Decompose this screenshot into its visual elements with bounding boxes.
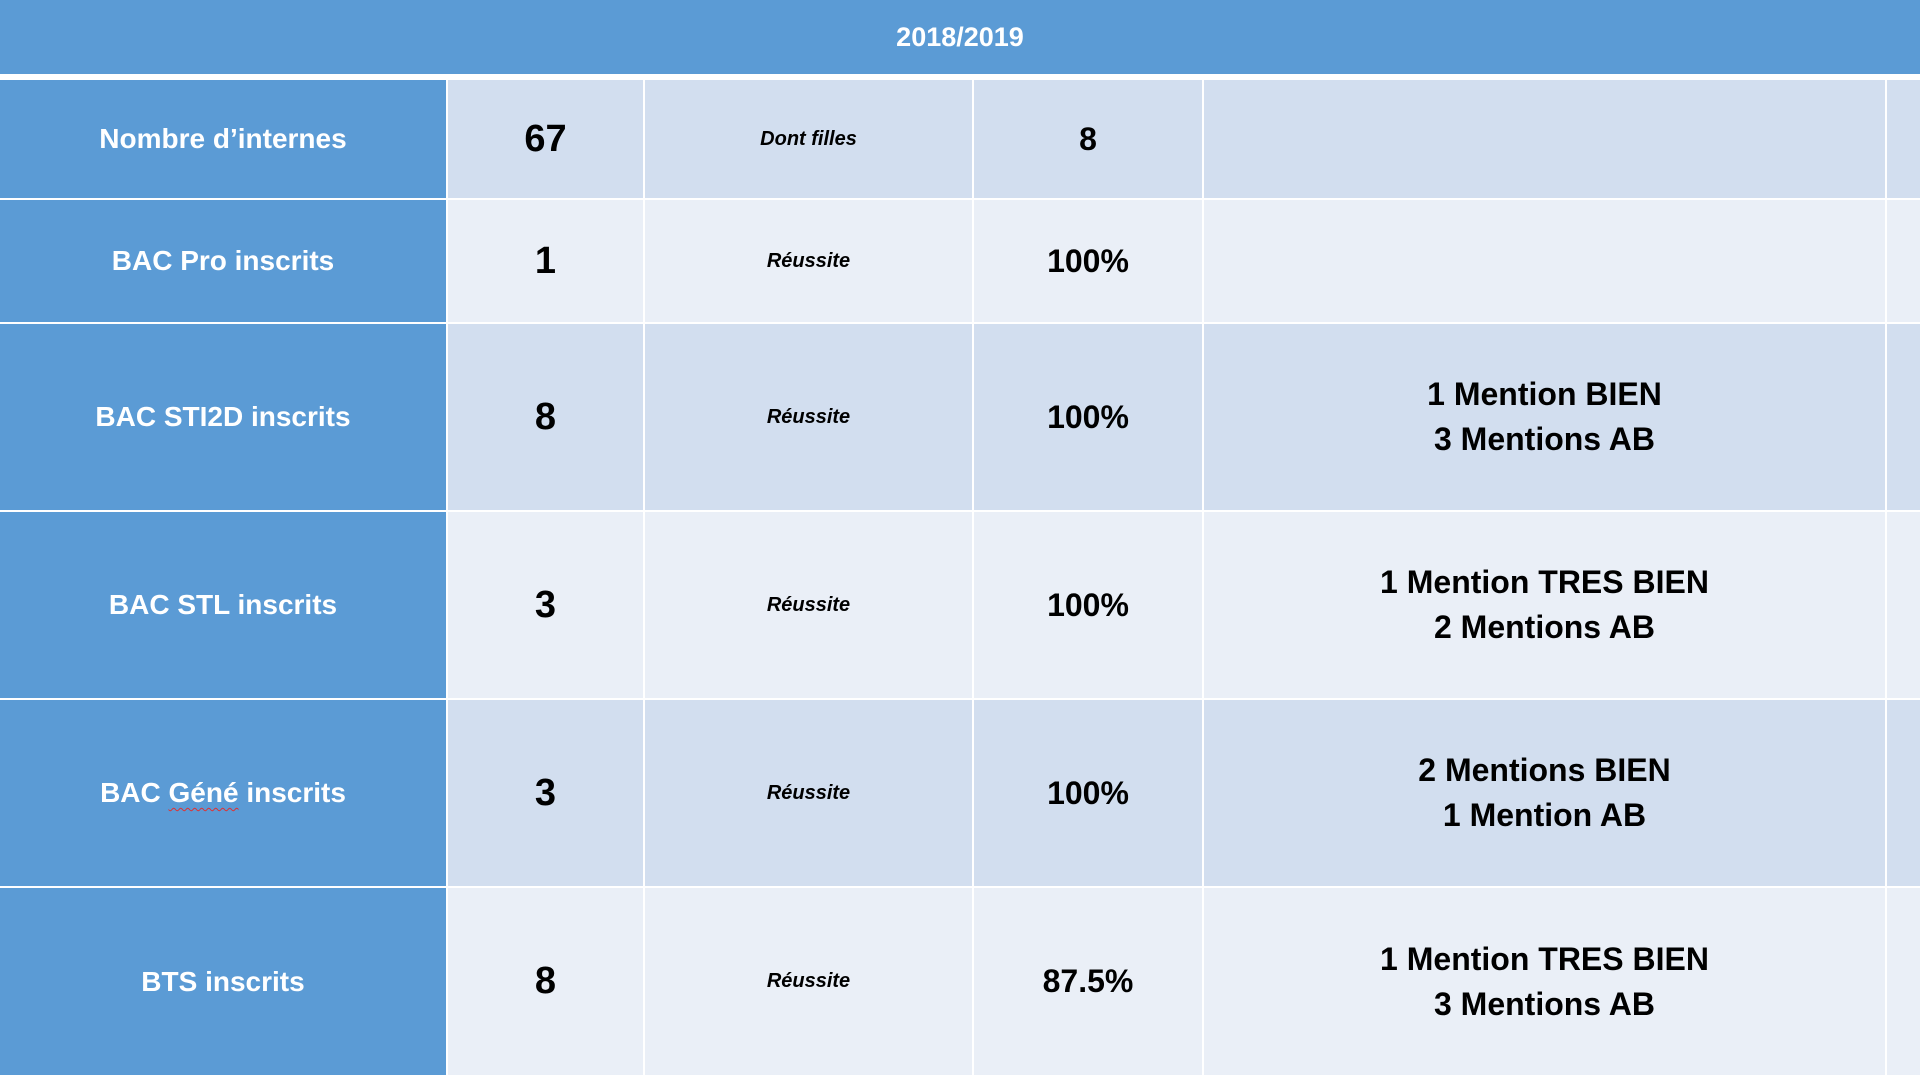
row-label: BAC STI2D inscrits: [0, 324, 446, 510]
row-mentions: 1 Mention TRES BIEN 3 Mentions AB: [1204, 888, 1885, 1075]
row-mentions: 2 Mentions BIEN 1 Mention AB: [1204, 700, 1885, 886]
mention-line: 1 Mention BIEN: [1427, 376, 1662, 412]
row-metric-value: 8: [974, 80, 1202, 198]
row-metric-value: 100%: [974, 200, 1202, 322]
row-count: 1: [448, 200, 643, 322]
row-metric-label: Réussite: [645, 888, 972, 1075]
row-label: BAC Pro inscrits: [0, 200, 446, 322]
mention-line: 1 Mention TRES BIEN: [1380, 564, 1709, 600]
mention-line: 3 Mentions AB: [1433, 421, 1656, 457]
row-metric-value: 100%: [974, 512, 1202, 698]
row-metric-label: Dont filles: [645, 80, 972, 198]
mention-line: 1 Mention TRES BIEN: [1380, 940, 1709, 977]
row-metric-value: 100%: [974, 700, 1202, 886]
row-label: BAC STL inscrits: [0, 512, 446, 698]
row-spacer: [1887, 888, 1920, 1075]
row-spacer: [1887, 700, 1920, 886]
row-count: 3: [448, 700, 643, 886]
row-label: BAC Géné inscrits: [0, 700, 446, 886]
row-count: 3: [448, 512, 643, 698]
row-metric-label: Réussite: [645, 700, 972, 886]
row-label: Nombre d’internes: [0, 80, 446, 198]
row-label: BTS inscrits: [0, 888, 446, 1075]
row-metric-value: 100%: [974, 324, 1202, 510]
row-mentions: [1204, 80, 1885, 198]
row-metric-label: Réussite: [645, 324, 972, 510]
row-mentions: 1 Mention BIEN 3 Mentions AB: [1204, 324, 1885, 510]
row-metric-label: Réussite: [645, 200, 972, 322]
mention-line: 3 Mentions AB: [1433, 985, 1656, 1022]
row-spacer: [1887, 200, 1920, 322]
row-mentions: 1 Mention TRES BIEN 2 Mentions AB: [1204, 512, 1885, 698]
mention-line: 1 Mention AB: [1442, 797, 1647, 833]
row-count: 8: [448, 888, 643, 1075]
row-spacer: [1887, 324, 1920, 510]
table-title: 2018/2019: [0, 0, 1920, 74]
mention-line: 2 Mentions AB: [1433, 609, 1656, 645]
row-metric-value: 87.5%: [974, 888, 1202, 1075]
row-spacer: [1887, 512, 1920, 698]
mention-line: 2 Mentions BIEN: [1418, 752, 1671, 788]
results-table: Nombre d’internes 67 Dont filles 8 BAC P…: [0, 80, 1920, 1075]
row-count: 8: [448, 324, 643, 510]
row-spacer: [1887, 80, 1920, 198]
row-count: 67: [448, 80, 643, 198]
row-metric-label: Réussite: [645, 512, 972, 698]
spellcheck-flagged-word: Géné: [168, 777, 239, 808]
row-mentions: [1204, 200, 1885, 322]
